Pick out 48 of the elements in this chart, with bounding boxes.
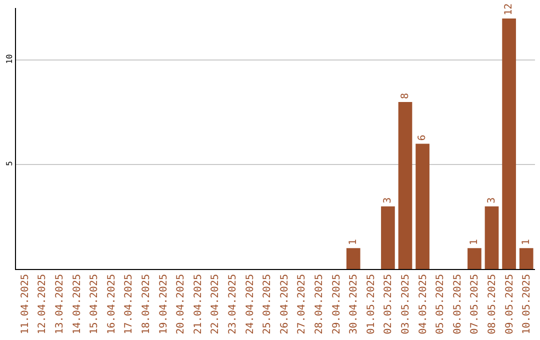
x-tick-label: 26.04.2025 [279, 274, 290, 334]
x-tick-label: 17.04.2025 [124, 274, 135, 334]
x-tick-label: 23.04.2025 [228, 274, 238, 334]
y-tick-label: 5 [4, 160, 14, 166]
x-tick-label: 15.04.2025 [89, 274, 100, 334]
bar [416, 144, 430, 269]
bar [502, 18, 516, 269]
bar [519, 248, 534, 269]
x-tick-label: 22.04.2025 [210, 274, 222, 334]
data-label: 1 [520, 239, 532, 246]
x-tick-label: 20.04.2025 [176, 274, 187, 334]
x-tick-label: 14.04.2025 [72, 274, 83, 334]
data-label: 3 [382, 197, 394, 204]
x-tick-label: 18.04.2025 [141, 274, 152, 334]
y-tick-label: 10 [4, 54, 14, 64]
x-tick-label: 06.05.2025 [452, 274, 464, 334]
x-tick-label: 24.04.2025 [244, 274, 256, 334]
x-tick-label: 28.04.2025 [314, 274, 325, 334]
x-tick-label: 29.04.2025 [331, 274, 342, 334]
x-tick-label: 25.04.2025 [262, 274, 274, 334]
x-tick-label: 02.05.2025 [383, 274, 394, 334]
bar [468, 248, 482, 269]
x-tick-label: 10.05.2025 [522, 274, 533, 334]
bar [398, 102, 412, 269]
bar [484, 206, 499, 269]
data-label: 3 [486, 197, 498, 204]
x-tick-label: 16.04.2025 [106, 274, 118, 334]
x-tick-label: 30.04.2025 [348, 274, 360, 334]
data-label: 12 [504, 3, 515, 16]
x-tick-label: 11.04.2025 [20, 274, 31, 334]
x-tick-label: 01.05.2025 [366, 274, 377, 334]
data-label: 1 [468, 239, 480, 246]
x-tick-label: 13.04.2025 [54, 274, 66, 334]
x-tick-label: 09.05.2025 [504, 274, 516, 334]
x-tick-label: 27.04.2025 [296, 274, 308, 334]
x-tick-label: 12.04.2025 [37, 274, 48, 334]
data-label: 1 [348, 239, 359, 246]
x-tick-label: 07.05.2025 [470, 274, 481, 334]
x-tick-label: 19.04.2025 [158, 274, 170, 334]
data-label: 6 [417, 134, 428, 141]
x-tick-label: 08.05.2025 [487, 274, 498, 334]
x-tick-label: 21.04.2025 [192, 274, 204, 334]
data-label: 8 [400, 92, 411, 99]
x-tick-label: 04.05.2025 [418, 274, 429, 334]
bar [381, 206, 395, 269]
x-tick-label: 03.05.2025 [400, 274, 412, 334]
bar [346, 248, 360, 269]
x-tick-label: 05.05.2025 [435, 274, 446, 334]
